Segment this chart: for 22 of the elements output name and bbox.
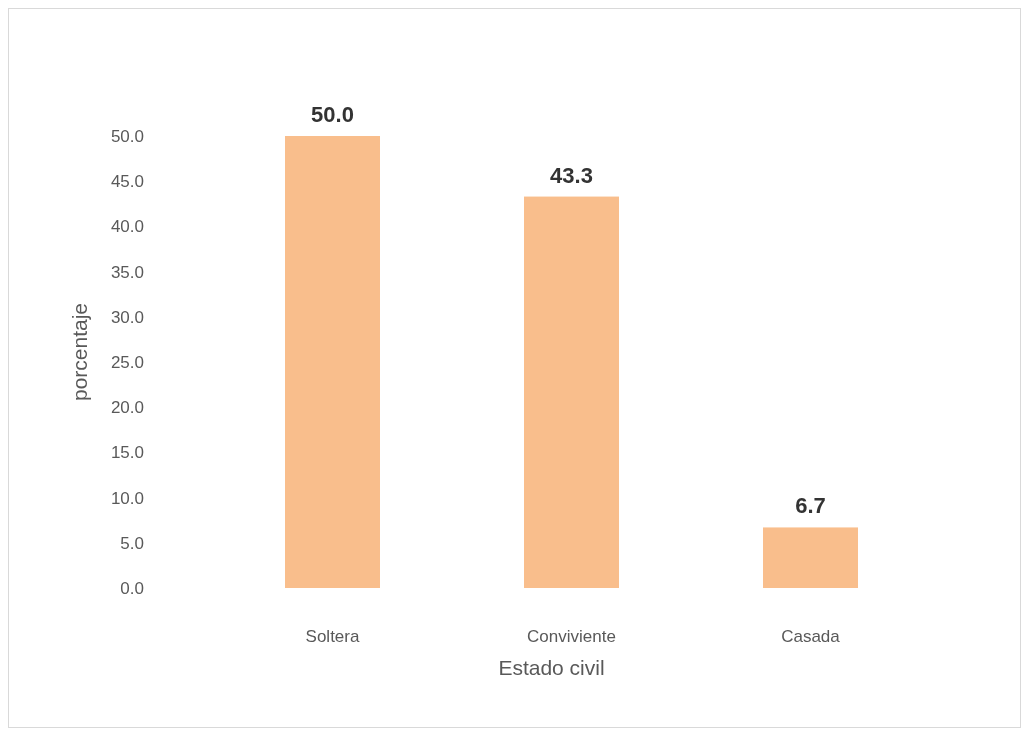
bar	[763, 527, 858, 588]
y-tick-label: 20.0	[110, 398, 144, 418]
y-tick-label: 50.0	[110, 126, 144, 146]
y-axis-title: porcentaje	[68, 302, 92, 402]
bar	[524, 196, 619, 588]
y-tick-label: 15.0	[110, 443, 144, 463]
data-label: 50.0	[311, 102, 354, 127]
y-tick-label: 35.0	[110, 262, 144, 282]
y-tick-label: 40.0	[110, 217, 144, 237]
x-tick-label: Casada	[781, 626, 841, 646]
y-tick-label: 30.0	[110, 307, 144, 327]
y-tick-label: 0.0	[120, 578, 144, 598]
data-label: 6.7	[795, 493, 826, 519]
y-tick-label: 5.0	[120, 533, 144, 553]
x-tick-label: Soltera	[305, 626, 360, 646]
x-tick-label: Conviviente	[527, 626, 616, 646]
x-axis-title: Estado civil	[498, 656, 605, 680]
bar	[285, 136, 380, 588]
y-tick-label: 45.0	[110, 172, 144, 192]
data-label: 43.3	[550, 162, 593, 188]
y-tick-label: 10.0	[110, 488, 144, 508]
y-tick-label: 25.0	[110, 352, 144, 372]
